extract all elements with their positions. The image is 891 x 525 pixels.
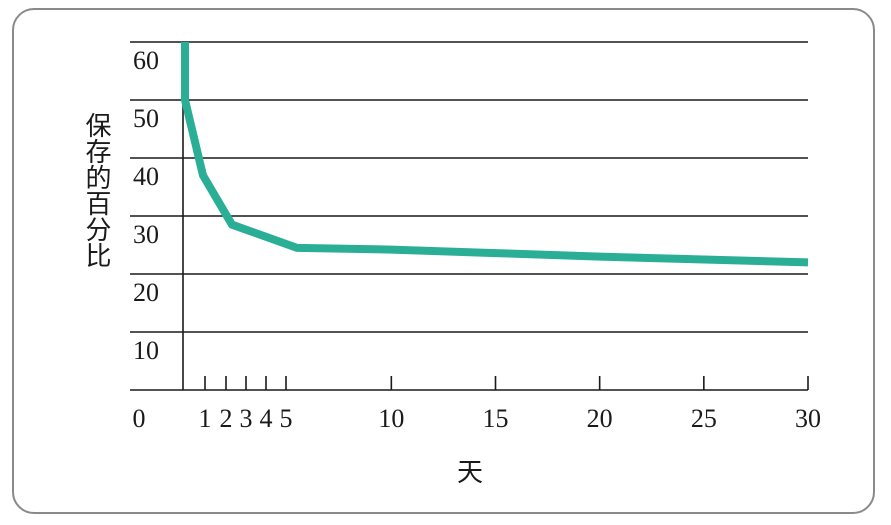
x-tick-label-1: 1	[199, 404, 212, 433]
y-tick-label-50: 50	[133, 104, 159, 133]
x-tick-label-20: 20	[587, 404, 613, 433]
series-layer	[181, 42, 809, 267]
x-tick-label-10: 10	[378, 404, 404, 433]
x-tick-label-2: 2	[220, 404, 233, 433]
y-tick-label-10: 10	[133, 336, 159, 365]
tick-label-layer: 10 20 30 40 50 60 0 1 2 3 4 5 10 15 20 25 30	[133, 46, 822, 433]
x-tick-label-15: 15	[483, 404, 509, 433]
x-tick-label-25: 25	[691, 404, 717, 433]
x-tick-label-4: 4	[260, 404, 273, 433]
series-line-0	[181, 42, 809, 267]
grid-layer	[130, 41, 808, 333]
y-axis-label: 保存的百分比	[81, 112, 111, 268]
x-tick-label-5: 5	[280, 404, 293, 433]
y-tick-label-30: 30	[133, 220, 159, 249]
y-tick-label-40: 40	[133, 162, 159, 191]
x-tick-label-0: 0	[133, 404, 146, 433]
x-axis-label: 天	[456, 458, 483, 488]
x-tick-label-3: 3	[240, 404, 253, 433]
x-tick-label-30: 30	[795, 404, 821, 433]
y-tick-label-60: 60	[133, 46, 159, 75]
y-tick-label-20: 20	[133, 278, 159, 307]
